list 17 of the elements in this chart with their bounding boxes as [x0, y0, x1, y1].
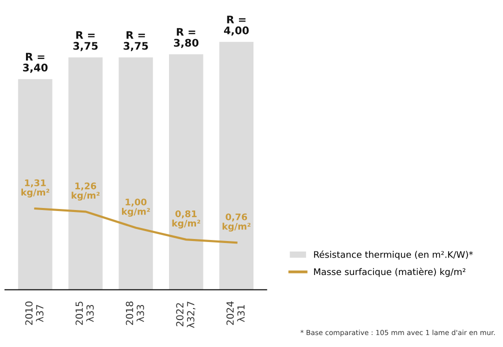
data-label: R = 3,75 [73, 31, 98, 52]
data-label: 1,31 kg/m² [21, 179, 50, 198]
data-label: 0,76 kg/m² [222, 213, 250, 232]
data-label: 1,00 kg/m² [122, 198, 150, 217]
legend-label: Masse surfacique (matière) kg/m² [314, 268, 466, 277]
data-label: R = 4,00 [224, 16, 249, 36]
x-tick-label: 2018 λ33 [126, 302, 144, 325]
data-label: 0,81 kg/m² [172, 210, 200, 228]
data-label: R = 3,75 [124, 31, 148, 52]
data-label: R = 3,40 [23, 52, 48, 73]
data-label: R = 3,80 [174, 28, 198, 48]
x-tick-label: 2015 λ33 [76, 302, 94, 325]
x-tick-label: 2022 λ32,7 [176, 302, 196, 328]
legend-label: Résistance thermique (en m².K/W)* [314, 250, 473, 260]
x-tick-label: 2010 λ37 [25, 302, 44, 325]
x-tick-label: 2024 λ31 [226, 301, 245, 325]
data-label: 1,26 kg/m² [72, 182, 100, 201]
